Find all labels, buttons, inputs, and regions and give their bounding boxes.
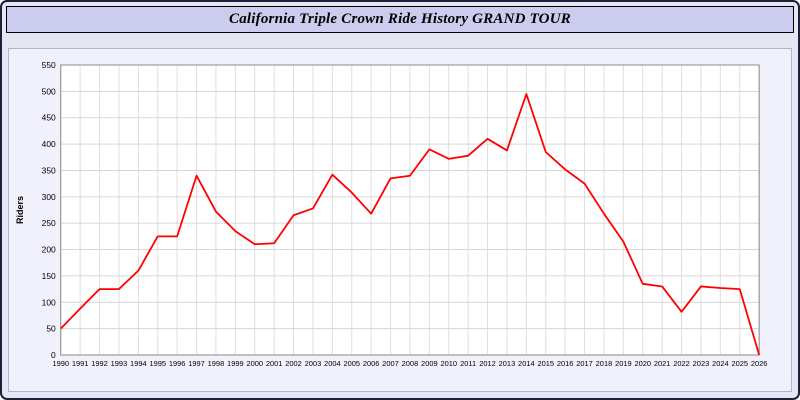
x-tick-label: 2003 [305, 359, 322, 368]
x-tick-label: 2026 [751, 359, 768, 368]
x-tick-label: 2004 [324, 359, 341, 368]
x-tick-label: 1995 [149, 359, 166, 368]
x-tick-label: 2017 [576, 359, 593, 368]
x-tick-label: 2023 [693, 359, 710, 368]
x-tick-label: 2006 [363, 359, 380, 368]
x-tick-label: 1994 [130, 359, 147, 368]
x-tick-label: 2025 [731, 359, 748, 368]
x-tick-label: 2024 [712, 359, 729, 368]
plot-border [60, 64, 760, 356]
x-tick-label: 2016 [557, 359, 574, 368]
x-tick-label: 2009 [421, 359, 438, 368]
x-tick-label: 1993 [111, 359, 128, 368]
x-tick-label: 2019 [615, 359, 632, 368]
x-tick-label: 2014 [518, 359, 535, 368]
y-tick-label: 50 [46, 324, 56, 334]
y-tick-label: 150 [42, 271, 56, 281]
chart-title: California Triple Crown Ride History GRA… [229, 11, 571, 27]
chart-title-bar: California Triple Crown Ride History GRA… [6, 6, 794, 33]
riders-series-line [60, 93, 761, 356]
x-tick-label: 2008 [402, 359, 419, 368]
x-tick-label: 1999 [227, 359, 244, 368]
y-tick-label: 250 [42, 218, 56, 228]
x-tick-label: 2020 [634, 359, 651, 368]
x-tick-label: 1997 [188, 359, 205, 368]
x-tick-label: 1996 [169, 359, 186, 368]
y-tick-label: 100 [42, 297, 56, 307]
y-tick-label: 200 [42, 245, 56, 255]
y-tick-label: 0 [51, 350, 56, 360]
x-tick-label: 2010 [440, 359, 457, 368]
x-tick-label: 1992 [91, 359, 108, 368]
line-chart: 1990 1991 1992 1993 1994 1995 1996 1997 1998 1999… [15, 60, 768, 368]
x-tick-label: 2022 [673, 359, 690, 368]
x-tick-label: 2021 [654, 359, 671, 368]
y-tick-label: 550 [42, 60, 56, 70]
y-tick-label: 450 [42, 113, 56, 123]
x-tick-label: 2002 [285, 359, 302, 368]
x-tick-label: 2012 [479, 359, 496, 368]
x-tick-label: 2011 [460, 359, 476, 368]
x-tick-label: 2007 [382, 359, 399, 368]
x-tick-label: 2001 [266, 359, 283, 368]
x-tick-label: 2013 [499, 359, 516, 368]
y-axis-label: Riders [15, 196, 25, 224]
x-tick-label: 2000 [246, 359, 263, 368]
chart-panel: 1990 1991 1992 1993 1994 1995 1996 1997 1998 1999… [8, 48, 792, 392]
x-tick-label: 2015 [537, 359, 554, 368]
x-tick-label: 2018 [596, 359, 613, 368]
y-tick-label: 500 [42, 86, 56, 96]
x-tick-label: 1990 [52, 359, 69, 368]
y-tick-label: 350 [42, 165, 56, 175]
x-tick-label: 1998 [208, 359, 225, 368]
y-tick-label: 400 [42, 139, 56, 149]
y-tick-label: 300 [42, 192, 56, 202]
x-tick-label: 1991 [72, 359, 89, 368]
x-tick-label: 2005 [343, 359, 360, 368]
